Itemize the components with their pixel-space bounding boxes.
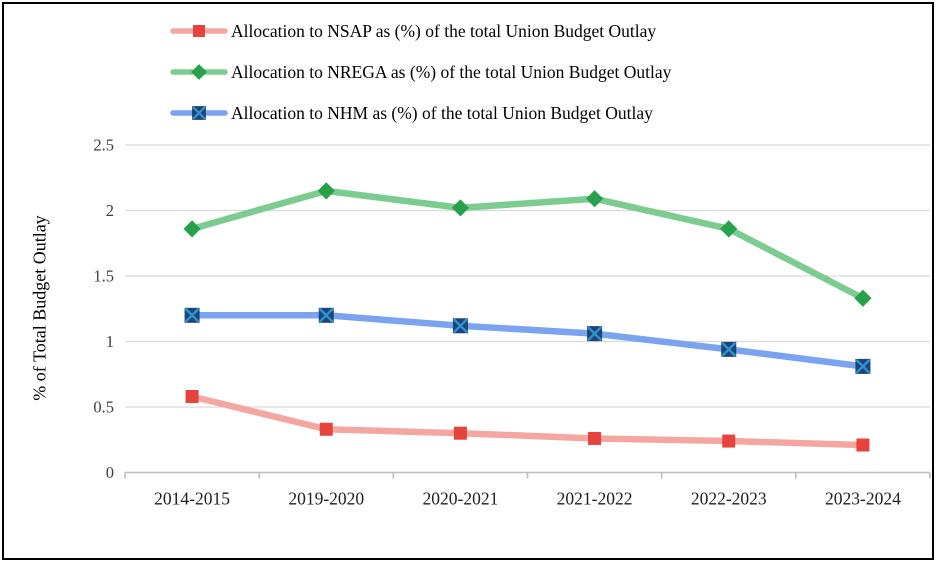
legend-label: Allocation to NREGA as (%) of the total … (231, 61, 672, 82)
marker-diamond (191, 64, 207, 80)
legend-label: Allocation to NSAP as (%) of the total U… (231, 20, 657, 41)
x-tick-label: 2022-2023 (691, 489, 767, 509)
legend-item-1: Allocation to NREGA as (%) of the total … (170, 54, 671, 90)
legend-label: Allocation to NHM as (%) of the total Un… (231, 102, 653, 123)
marker-square (722, 434, 736, 448)
legend: Allocation to NSAP as (%) of the total U… (170, 13, 671, 131)
x-tick-label: 2023-2024 (825, 489, 901, 509)
marker-square (588, 431, 602, 445)
marker-square (319, 422, 333, 436)
series-line-0 (188, 393, 867, 449)
series-line-1 (188, 187, 867, 302)
y-tick-label: 0.5 (93, 398, 114, 417)
marker-diamond (317, 182, 335, 200)
marker-diamond (183, 220, 201, 238)
marker-diamond (720, 220, 738, 238)
marker-square (185, 390, 199, 404)
legend-marker-sample (170, 64, 228, 80)
y-tick-label: 1 (106, 332, 114, 351)
x-tick-label: 2014-2015 (154, 489, 230, 509)
marker-x-stroke (192, 106, 206, 120)
x-tick-label: 2019-2020 (288, 489, 364, 509)
y-tick-label: 2.5 (93, 136, 114, 155)
y-tick-label: 2 (106, 201, 114, 220)
marker-square (193, 25, 205, 37)
legend-marker-sample (170, 106, 228, 120)
marker-x-stroke (184, 308, 200, 323)
marker-square (453, 426, 467, 440)
marker-square (856, 438, 870, 452)
marker-diamond (854, 289, 872, 307)
y-tick-label: 1.5 (93, 267, 114, 286)
x-tick-label: 2021-2022 (557, 489, 633, 509)
legend-item-0: Allocation to NSAP as (%) of the total U… (170, 13, 671, 49)
marker-diamond (451, 199, 470, 217)
marker-x-stroke (587, 326, 602, 341)
y-tick-label: 0 (106, 463, 114, 482)
marker-diamond (585, 190, 604, 208)
marker-x-stroke (453, 318, 468, 333)
marker-x-stroke (721, 342, 736, 357)
legend-marker-sample (170, 25, 228, 37)
series-line-2 (188, 312, 867, 370)
y-axis-title: % of Total Budget Outlay (29, 215, 50, 401)
x-tick-label: 2020-2021 (423, 489, 499, 509)
marker-x-stroke (319, 308, 334, 323)
legend-item-2: Allocation to NHM as (%) of the total Un… (170, 95, 671, 131)
marker-x-stroke (855, 359, 871, 374)
